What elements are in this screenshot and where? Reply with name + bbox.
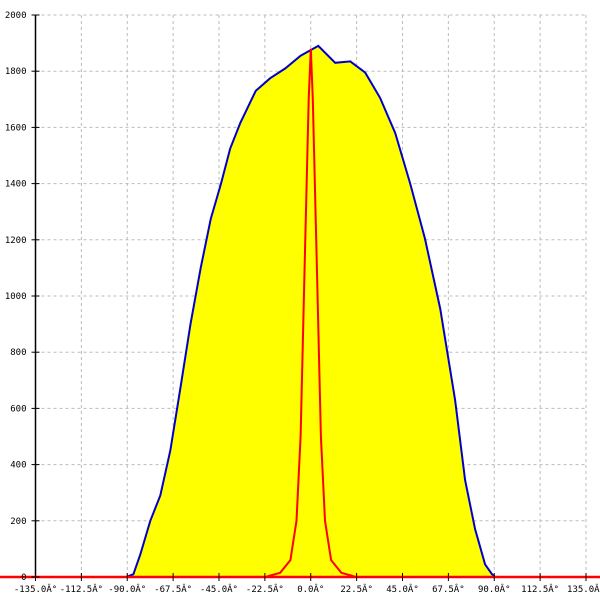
y-tick-label: 0 [21,573,26,583]
x-tick-label: -112.5Â° [60,583,103,595]
axes: 0 200 400 600 800 1000 1200 1400 1600 1800 2000 -13… [0,11,600,595]
y-tick-label: 1400 [5,180,27,190]
y-tick-label: 1200 [5,236,27,246]
x-tick-label: -45.0Â° [200,583,238,595]
series-line-1 [126,44,496,578]
y-tick-label: 1800 [5,67,27,77]
x-tick-label: -22.5Â° [246,583,284,595]
y-tick-label: 400 [10,461,26,471]
y-tick-label: 1000 [5,292,27,302]
x-tick-label: -67.5Â° [154,583,192,595]
x-tick-label: -135.0Â° [14,583,57,595]
x-tick-label: 67.5Â° [432,583,465,595]
y-tick-label: 2000 [5,11,27,21]
series-line-2 [265,48,356,578]
y-tick-label: 600 [10,404,26,414]
x-tick-label: 45.0Â° [386,583,419,595]
x-tick-label: 22.5Â° [340,583,373,595]
x-tick-label: 112.5Â° [521,583,559,595]
series-fill-area [126,45,496,577]
x-tick-label: -90.0Â° [108,583,146,595]
series-layer [126,44,496,578]
x-tick-label: 90.0Â° [478,583,511,595]
y-tick-label: 1600 [5,123,27,133]
x-tick-label: 0.0Â° [297,583,324,595]
y-tick-label: 200 [10,517,26,527]
y-tick-label: 800 [10,348,26,358]
x-tick-label: 135.0Â° [567,583,600,595]
